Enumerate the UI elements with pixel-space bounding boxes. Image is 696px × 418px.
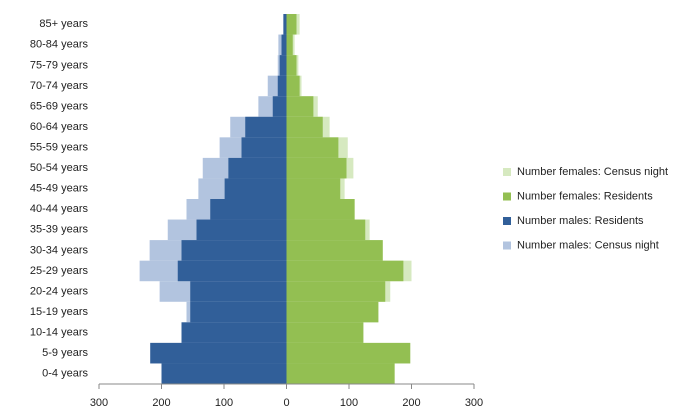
legend-label: Number males: Residents bbox=[517, 215, 644, 227]
x-tick-label: 300 bbox=[465, 397, 483, 409]
bar bbox=[241, 137, 287, 158]
legend-label: Number females: Census night bbox=[517, 166, 668, 178]
bar bbox=[286, 281, 386, 302]
y-tick-label: 40-44 years bbox=[30, 203, 89, 215]
y-tick-label: 10-14 years bbox=[30, 327, 89, 339]
bar bbox=[286, 178, 341, 199]
x-tick-label: 300 bbox=[90, 397, 108, 409]
bar bbox=[210, 199, 287, 220]
bar bbox=[245, 116, 287, 138]
x-tick-label: 0 bbox=[283, 397, 289, 409]
y-tick-label: 85+ years bbox=[39, 18, 88, 30]
bar bbox=[190, 281, 287, 302]
bar bbox=[286, 322, 364, 343]
legend-swatch bbox=[503, 241, 511, 250]
y-tick-label: 65-69 years bbox=[30, 100, 89, 112]
legend-label: Number females: Residents bbox=[517, 190, 653, 202]
bar bbox=[181, 240, 287, 261]
bar bbox=[286, 157, 347, 179]
legend-swatch bbox=[503, 217, 511, 225]
y-tick-label: 30-34 years bbox=[30, 244, 89, 256]
bar bbox=[279, 55, 287, 76]
bar bbox=[281, 34, 287, 56]
y-tick-label: 35-39 years bbox=[30, 224, 89, 236]
y-tick-label: 25-29 years bbox=[30, 265, 89, 277]
bar bbox=[150, 342, 287, 364]
y-tick-label: 5-9 years bbox=[42, 347, 88, 359]
y-tick-label: 55-59 years bbox=[30, 142, 89, 154]
legend-swatch bbox=[503, 168, 511, 176]
legend-swatch bbox=[503, 192, 511, 201]
bar bbox=[286, 14, 297, 35]
y-tick-label: 45-49 years bbox=[30, 183, 89, 195]
y-tick-label: 70-74 years bbox=[30, 80, 89, 92]
bar bbox=[286, 55, 297, 76]
bar bbox=[286, 260, 404, 282]
x-tick-label: 200 bbox=[152, 397, 170, 409]
bar bbox=[181, 322, 287, 343]
bar bbox=[224, 178, 287, 199]
bar bbox=[286, 96, 314, 117]
y-tick-label: 20-24 years bbox=[30, 285, 89, 297]
bar bbox=[190, 301, 287, 323]
legend-label: Number males: Census night bbox=[517, 239, 659, 251]
bar bbox=[177, 260, 287, 282]
bar bbox=[228, 157, 287, 179]
y-tick-label: 60-64 years bbox=[30, 121, 89, 133]
y-tick-label: 80-84 years bbox=[30, 39, 89, 51]
bar bbox=[286, 199, 355, 220]
y-tick-label: 75-79 years bbox=[30, 59, 89, 71]
bar bbox=[196, 219, 287, 241]
bar bbox=[286, 75, 300, 97]
bar bbox=[286, 363, 395, 384]
bar bbox=[286, 240, 383, 261]
y-tick-label: 0-4 years bbox=[42, 368, 88, 380]
bar bbox=[283, 14, 287, 35]
y-tick-label: 50-54 years bbox=[30, 162, 89, 174]
bar bbox=[286, 137, 339, 158]
bar bbox=[286, 219, 366, 241]
bar bbox=[286, 301, 379, 323]
bar bbox=[286, 342, 411, 364]
bar bbox=[272, 96, 287, 117]
x-tick-label: 100 bbox=[340, 397, 358, 409]
x-tick-label: 200 bbox=[402, 397, 420, 409]
bar bbox=[286, 116, 323, 138]
bar bbox=[277, 75, 287, 97]
y-tick-label: 15-19 years bbox=[30, 306, 89, 318]
bar bbox=[286, 34, 293, 56]
bar bbox=[161, 363, 287, 384]
x-tick-label: 100 bbox=[215, 397, 233, 409]
